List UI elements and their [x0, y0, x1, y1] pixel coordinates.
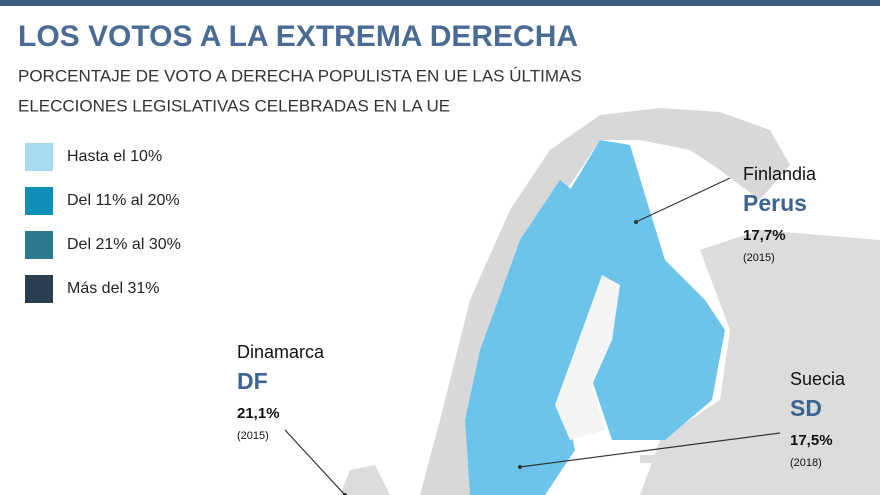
- country-name: Dinamarca: [237, 342, 325, 362]
- election-year: (2018): [790, 457, 822, 469]
- leader-dot: [634, 220, 638, 224]
- map: [340, 108, 880, 495]
- leader-dot: [518, 465, 522, 469]
- vote-percent: 17,7%: [743, 227, 786, 244]
- sweden: [465, 180, 625, 495]
- denmark: [340, 465, 390, 495]
- legend-swatch: [25, 275, 53, 303]
- legend-label: Del 21% al 30%: [67, 236, 181, 253]
- top-bar: [0, 0, 880, 6]
- party-name: DF: [237, 368, 268, 394]
- annotations: Finlandia Perus 17,7% (2015) Dinamarca DF 21,1…: [237, 164, 846, 495]
- leader-line: [284, 429, 346, 495]
- country-name: Finlandia: [743, 164, 817, 184]
- land-east: [640, 230, 880, 495]
- leader-line: [519, 432, 781, 468]
- gulf-of-bothnia: [555, 275, 620, 440]
- party-name: Perus: [743, 190, 807, 216]
- legend-label: Del 11% al 20%: [67, 192, 180, 209]
- vote-percent: 17,5%: [790, 432, 833, 449]
- finland: [570, 140, 725, 440]
- norway: [420, 108, 790, 495]
- island: [640, 455, 658, 463]
- election-year: (2015): [743, 252, 775, 264]
- legend: Hasta el 10% Del 11% al 20% Del 21% al 30%…: [25, 143, 181, 303]
- party-name: SD: [790, 395, 822, 421]
- legend-swatch: [25, 187, 53, 215]
- legend-swatch: [25, 143, 53, 171]
- leader-line: [635, 177, 731, 223]
- legend-swatch: [25, 231, 53, 259]
- legend-label: Más del 31%: [67, 280, 160, 297]
- vote-percent: 21,1%: [237, 405, 280, 422]
- election-year: (2015): [237, 430, 269, 442]
- title: LOS VOTOS A LA EXTREMA DERECHA: [18, 20, 578, 53]
- legend-label: Hasta el 10%: [67, 148, 162, 165]
- country-name: Suecia: [790, 369, 846, 389]
- subtitle-line: PORCENTAJE DE VOTO A DERECHA POPULISTA E…: [18, 66, 582, 85]
- subtitle-line: ELECCIONES LEGISLATIVAS CELEBRADAS EN LA…: [18, 96, 450, 115]
